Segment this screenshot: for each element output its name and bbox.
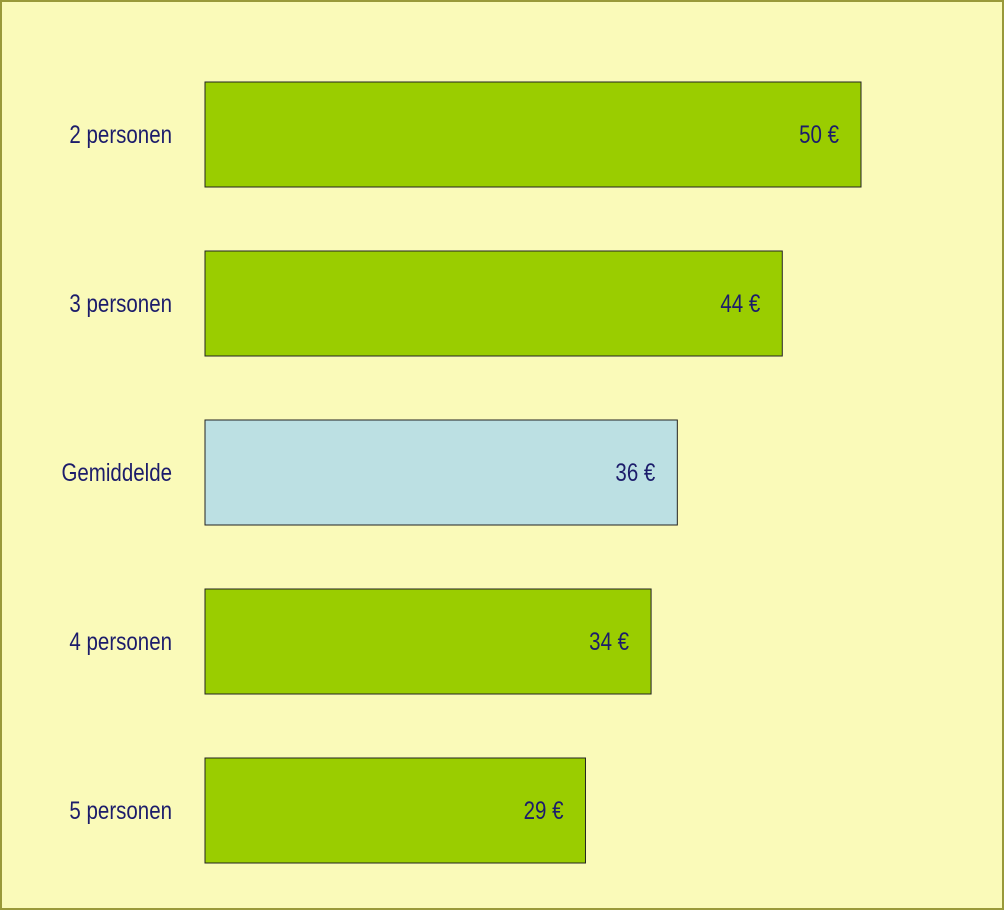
value-label: 34 € (589, 627, 629, 655)
bar (204, 81, 862, 188)
bar (204, 419, 678, 526)
category-label: 2 personen (69, 120, 172, 148)
bar (204, 250, 783, 357)
value-label: 44 € (720, 289, 760, 317)
value-label: 50 € (799, 120, 839, 148)
value-label: 36 € (615, 458, 655, 486)
bar (204, 757, 586, 864)
category-label: Gemiddelde (61, 458, 172, 486)
category-label: 4 personen (69, 627, 172, 655)
bar (204, 588, 652, 695)
category-label: 3 personen (69, 289, 172, 317)
value-label: 29 € (524, 796, 564, 824)
category-label: 5 personen (69, 796, 172, 824)
